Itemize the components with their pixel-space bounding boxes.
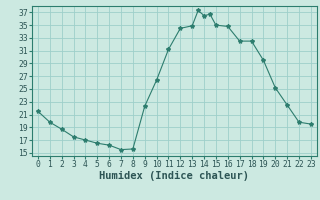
X-axis label: Humidex (Indice chaleur): Humidex (Indice chaleur) bbox=[100, 171, 249, 181]
